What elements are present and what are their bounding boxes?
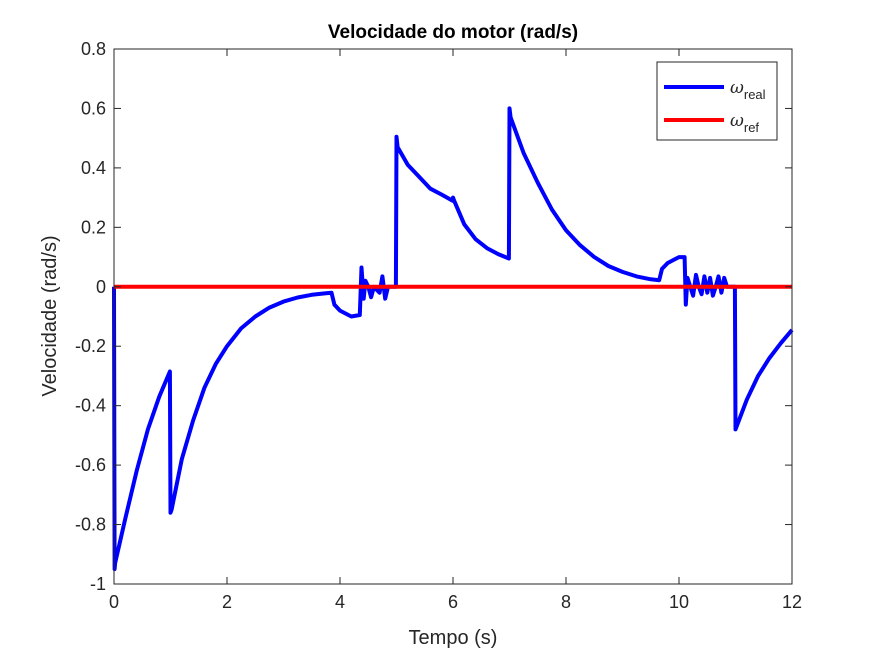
legend-subscript-real: real: [744, 87, 766, 102]
y-tick-label: -0.8: [75, 515, 106, 535]
x-tick-label: 8: [561, 592, 571, 612]
legend-subscript-ref: ref: [744, 120, 760, 135]
x-tick-label: 12: [782, 592, 802, 612]
y-tick-label: 0.8: [81, 39, 106, 59]
y-tick-label: -0.2: [75, 336, 106, 356]
y-tick-label: 0.4: [81, 158, 106, 178]
x-tick-label: 4: [335, 592, 345, 612]
y-axis-label: Velocidade (rad/s): [39, 235, 61, 396]
x-tick-label: 0: [109, 592, 119, 612]
x-axis-label: Tempo (s): [409, 627, 498, 649]
y-tick-label: 0: [96, 277, 106, 297]
legend-symbol-real: ω: [730, 78, 744, 98]
x-tick-label: 6: [448, 592, 458, 612]
chart-title: Velocidade do motor (rad/s): [328, 22, 578, 43]
legend-label-real: ωreal: [730, 78, 766, 102]
legend-box: [656, 61, 778, 141]
y-tick-label: -1: [90, 574, 106, 594]
legend: ωreal ωref: [656, 61, 778, 141]
x-tick-label: 2: [222, 592, 232, 612]
x-tick-label: 10: [669, 592, 689, 612]
legend-symbol-ref: ω: [730, 111, 744, 131]
y-axis: -1 -0.8 -0.6 -0.4 -0.2 0 0.2 0.4 0.6 0.8: [75, 39, 792, 594]
y-tick-label: -0.4: [75, 396, 106, 416]
x-axis: 0 2 4 6 8 10 12: [109, 49, 802, 612]
series-layer: [112, 106, 794, 572]
y-tick-label: 0.6: [81, 98, 106, 118]
y-tick-label: -0.6: [75, 455, 106, 475]
legend-label-ref: ωref: [730, 111, 759, 135]
y-tick-label: 0.2: [81, 217, 106, 237]
